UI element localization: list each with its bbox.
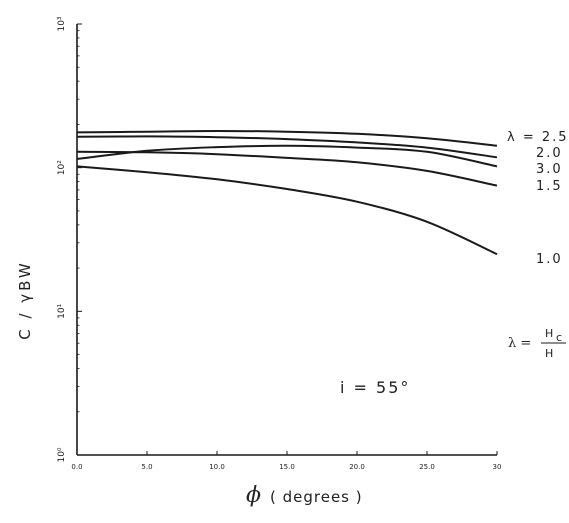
- series-label-lambda-1.5: 1.5: [536, 179, 563, 194]
- series-line-lambda-2.0: [76, 135, 498, 159]
- x-axis-ticks: 0.0 5.0 10.0 15.0 20.0 25.0 30: [71, 451, 501, 471]
- series-line-lambda-3.0: [76, 144, 498, 168]
- series-line-lambda-2.5: [76, 129, 498, 147]
- x-tick-label: 20.0: [349, 463, 365, 471]
- x-tick-label: 5.0: [141, 463, 152, 471]
- series-label-lambda-2.0: 2.0: [536, 146, 563, 161]
- series-line-lambda-1.0: [76, 165, 498, 256]
- series-label-lambda-2.5: λ = 2.5: [507, 130, 569, 145]
- y-tick-label: 10³: [57, 16, 67, 31]
- x-tick-label: 30: [493, 463, 502, 471]
- y-axis-label: C / γBW: [16, 260, 34, 340]
- x-axis-label-text: ( degrees ): [270, 488, 363, 506]
- lambda-definition-numerator: H: [545, 327, 553, 340]
- lambda-definition: λ = H c H: [508, 327, 566, 360]
- series-label-lambda-1.0: 1.0: [536, 252, 563, 267]
- x-tick-label: 25.0: [419, 463, 435, 471]
- axes: [76, 24, 497, 456]
- y-tick-label: 10⁰: [57, 447, 67, 462]
- x-axis-label-symbol: ϕ: [246, 483, 261, 508]
- series-lines: [76, 129, 498, 256]
- y-axis-ticks: 10⁰ 10¹ 10² 10³: [57, 16, 82, 463]
- inclination-annotation: i = 55°: [340, 378, 410, 397]
- lambda-definition-denominator: H: [545, 347, 553, 360]
- series-label-lambda-3.0: 3.0: [536, 162, 563, 177]
- series-labels: λ = 2.52.03.0 1.5 1.0: [507, 130, 569, 267]
- y-tick-label: 10²: [57, 160, 67, 175]
- y-tick-label: 10¹: [57, 303, 67, 318]
- lambda-definition-lhs: λ =: [508, 336, 531, 351]
- lambda-definition-numerator-subscript: c: [556, 331, 562, 344]
- series-line-lambda-1.5: [76, 150, 498, 187]
- x-tick-label: 15.0: [279, 463, 295, 471]
- x-tick-label: 10.0: [209, 463, 225, 471]
- x-tick-label: 0.0: [71, 463, 82, 471]
